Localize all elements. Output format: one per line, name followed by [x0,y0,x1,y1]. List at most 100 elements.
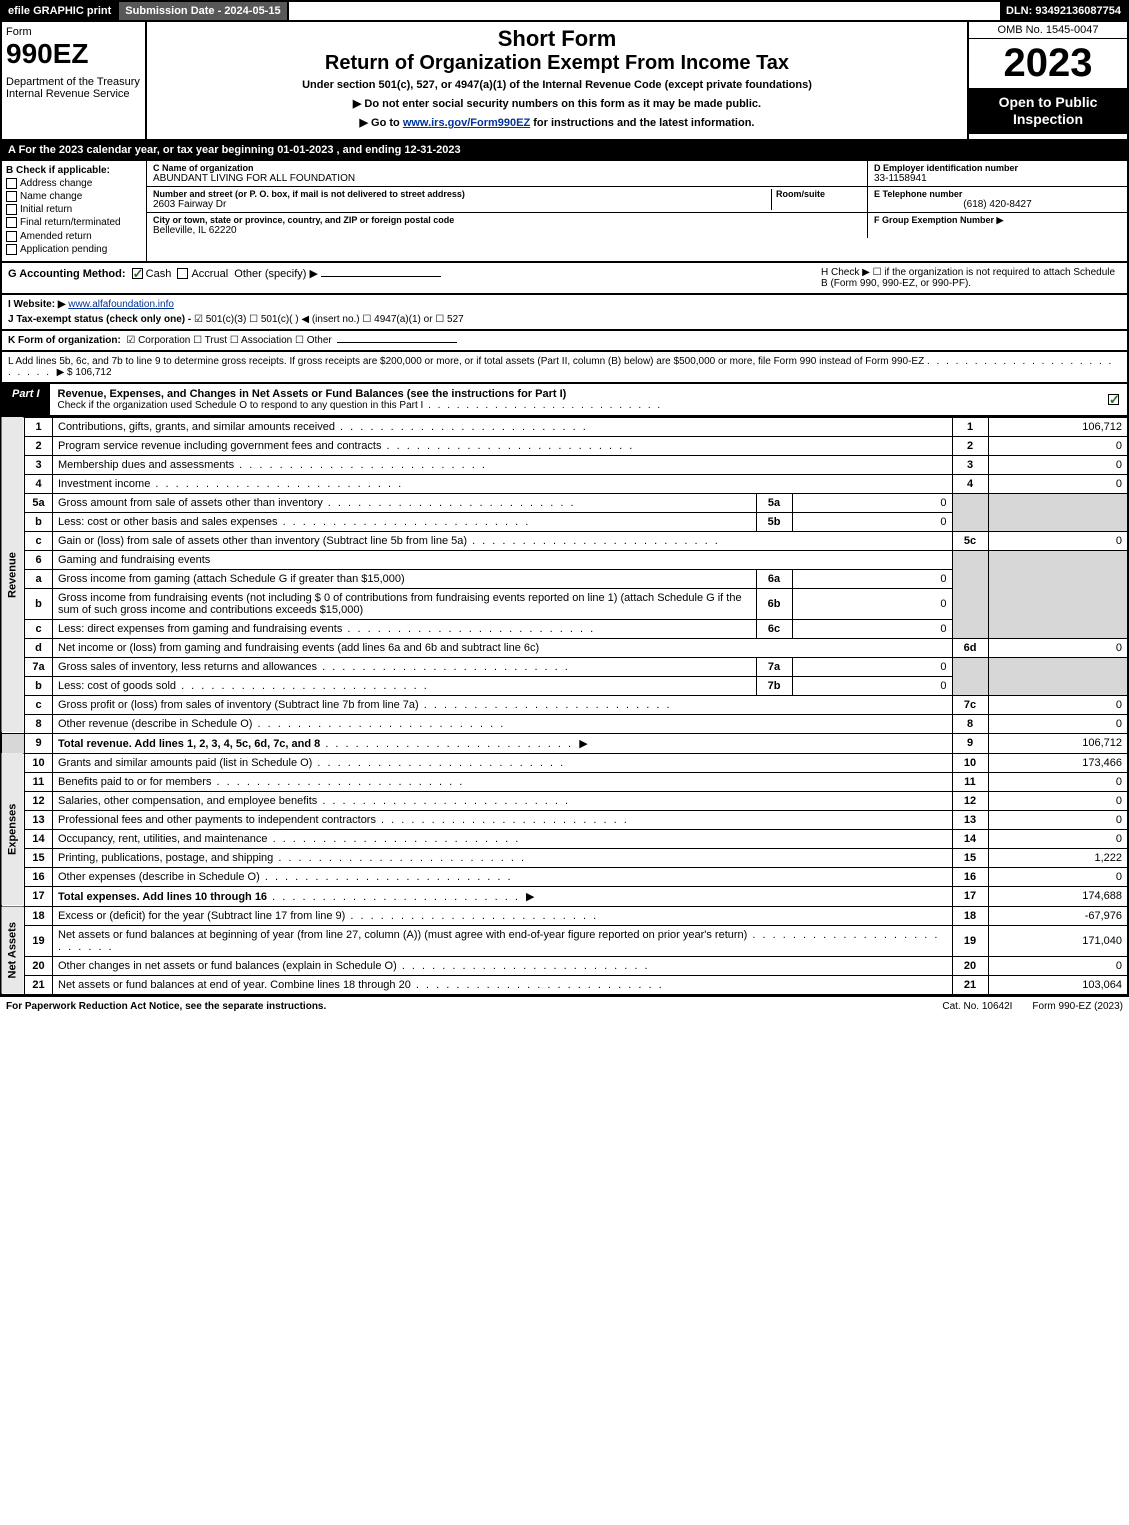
spacer [289,2,1000,20]
sv-7a: 0 [792,657,952,676]
desc-7a: Gross sales of inventory, less returns a… [53,657,757,676]
b-opt-pending[interactable]: Application pending [6,244,142,255]
num-9: 9 [952,733,988,753]
part1-check[interactable] [1103,384,1127,415]
g-accrual-check[interactable] [177,268,188,279]
shade-6v [988,550,1128,638]
b-opt-initial[interactable]: Initial return [6,204,142,215]
val-17: 174,688 [988,886,1128,906]
open-public: Open to Public Inspection [969,88,1127,134]
e-phone-cell: E Telephone number (618) 420-8427 [867,187,1127,212]
d-label: D Employer identification number [874,163,1121,173]
b-header: B Check if applicable: [6,165,142,176]
num-21: 21 [952,975,988,995]
shade-7 [952,657,988,695]
g-other-input[interactable] [321,276,441,277]
website-link[interactable]: www.alfafoundation.info [68,299,174,310]
c-city-label: City or town, state or province, country… [153,215,861,225]
c-city-value: Belleville, IL 62220 [153,225,861,236]
num-17: 17 [952,886,988,906]
tax-year: 2023 [969,39,1127,88]
efile-print[interactable]: efile GRAPHIC print [2,2,119,20]
section-k: K Form of organization: ☑ Corporation ☐ … [0,331,1129,352]
header-left: Form 990EZ Department of the Treasury In… [2,22,147,139]
shade-5v [988,493,1128,531]
sv-7b: 0 [792,676,952,695]
val-11: 0 [988,772,1128,791]
val-3: 0 [988,455,1128,474]
desc-8: Other revenue (describe in Schedule O) [53,714,953,733]
subtitle: Under section 501(c), 527, or 4947(a)(1)… [155,79,959,91]
desc-5c: Gain or (loss) from sale of assets other… [53,531,953,550]
desc-6c: Less: direct expenses from gaming and fu… [53,619,757,638]
sv-6a: 0 [792,569,952,588]
val-14: 0 [988,829,1128,848]
val-9: 106,712 [988,733,1128,753]
val-8: 0 [988,714,1128,733]
sn-5a: 5a [756,493,792,512]
b-opt-2-label: Initial return [20,204,72,215]
e-value: (618) 420-8427 [874,199,1121,210]
desc-21: Net assets or fund balances at end of ye… [53,975,953,995]
sv-5b: 0 [792,512,952,531]
num-11: 11 [952,772,988,791]
f-label: F Group Exemption Number ▶ [874,215,1121,226]
val-21: 103,064 [988,975,1128,995]
col-b: B Check if applicable: Address change Na… [2,161,147,261]
g-accrual: Accrual [191,268,228,280]
num-7c: 7c [952,695,988,714]
desc-6: Gaming and fundraising events [53,550,953,569]
desc-7c: Gross profit or (loss) from sales of inv… [53,695,953,714]
desc-5b: Less: cost or other basis and sales expe… [53,512,757,531]
c-name-value: ABUNDANT LIVING FOR ALL FOUNDATION [153,173,861,184]
dln: DLN: 93492136087754 [1000,2,1127,20]
val-19: 171,040 [988,925,1128,956]
l-text: L Add lines 5b, 6c, and 7b to line 9 to … [8,356,924,367]
desc-14: Occupancy, rent, utilities, and maintena… [53,829,953,848]
c-city-cell: City or town, state or province, country… [147,213,867,238]
department: Department of the Treasury Internal Reve… [6,76,141,100]
b-opt-1-label: Name change [20,191,82,202]
g-accounting: G Accounting Method: Cash Accrual Other … [8,267,821,289]
b-opt-final[interactable]: Final return/terminated [6,217,142,228]
netassets-label: Net Assets [1,906,25,995]
num-4: 4 [952,474,988,493]
desc-6b: Gross income from fundraising events (no… [53,588,757,619]
part1-header: Part I Revenue, Expenses, and Changes in… [0,384,1129,417]
sn-6b: 6b [756,588,792,619]
sn-5b: 5b [756,512,792,531]
val-15: 1,222 [988,848,1128,867]
desc-11: Benefits paid to or for members [53,772,953,791]
g-label: G Accounting Method: [8,268,126,280]
desc-4: Investment income [53,474,953,493]
desc-12: Salaries, other compensation, and employ… [53,791,953,810]
sn-6c: 6c [756,619,792,638]
g-cash: Cash [146,268,172,280]
c-room-label: Room/suite [776,189,861,199]
b-opt-address[interactable]: Address change [6,178,142,189]
val-13: 0 [988,810,1128,829]
k-other-input[interactable] [337,342,457,343]
j-opts: ☑ 501(c)(3) ☐ 501(c)( ) ◀ (insert no.) ☐… [194,314,464,325]
h-schedule-b: H Check ▶ ☐ if the organization is not r… [821,267,1121,289]
c-name-cell: C Name of organization ABUNDANT LIVING F… [147,161,867,186]
val-2: 0 [988,436,1128,455]
col-cde: C Name of organization ABUNDANT LIVING F… [147,161,1127,261]
val-18: -67,976 [988,906,1128,925]
b-opt-name[interactable]: Name change [6,191,142,202]
num-6d: 6d [952,638,988,657]
desc-15: Printing, publications, postage, and shi… [53,848,953,867]
shade-7v [988,657,1128,695]
form-number: 990EZ [6,38,141,70]
footer-left: For Paperwork Reduction Act Notice, see … [6,1001,922,1012]
sn-7a: 7a [756,657,792,676]
desc-2: Program service revenue including govern… [53,436,953,455]
b-opt-amended[interactable]: Amended return [6,231,142,242]
num-14: 14 [952,829,988,848]
part1-title: Revenue, Expenses, and Changes in Net As… [50,384,1103,415]
irs-link[interactable]: www.irs.gov/Form990EZ [403,117,530,129]
g-cash-check[interactable] [132,268,143,279]
desc-18: Excess or (deficit) for the year (Subtra… [53,906,953,925]
desc-20: Other changes in net assets or fund bala… [53,956,953,975]
form-word: Form [6,26,141,38]
